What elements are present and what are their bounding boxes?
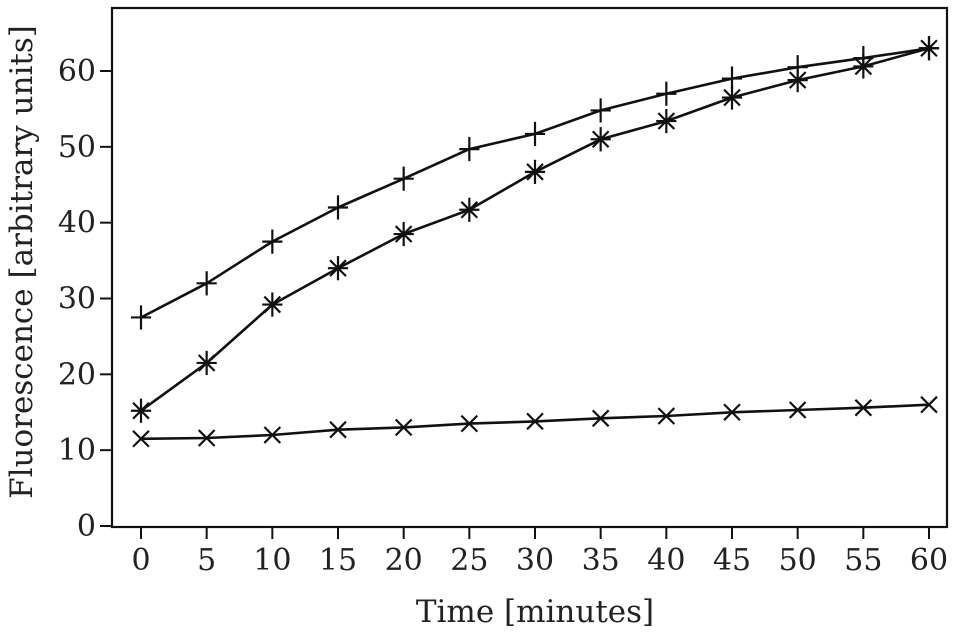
x-tick-label: 60 [910,543,948,578]
x-tick-label: 40 [647,543,685,578]
y-tick-label: 60 [58,54,96,89]
x-tick-label: 55 [844,543,882,578]
data-point-cross [329,420,347,439]
x-tick-label: 45 [713,543,751,578]
data-point-cross [788,401,807,419]
y-tick-label: 40 [58,206,96,241]
x-tick-label: 25 [450,543,488,578]
x-tick-label: 0 [131,543,150,578]
series-line [140,47,930,412]
y-tick-label: 30 [58,282,96,317]
data-point-plus [393,166,414,191]
data-point-plus [327,195,349,220]
data-point-asterisk [590,127,611,152]
x-tick-label: 5 [197,543,216,578]
data-point-cross [263,426,282,444]
x-axis-title: Time [minutes] [416,594,654,630]
data-point-asterisk [262,292,283,317]
data-point-cross [460,414,479,433]
data-point-plus [130,305,152,330]
y-tick-label: 50 [58,130,96,165]
data-point-cross [854,398,873,417]
data-point-asterisk [721,85,743,110]
data-point-asterisk [393,221,414,247]
series-layer [130,36,940,448]
data-point-plus [524,121,546,147]
data-point-cross [394,418,413,437]
x-tick-label: 10 [253,543,291,578]
series-asterisk [130,36,940,423]
data-point-plus [656,81,677,106]
data-point-plus [590,98,611,123]
data-point-plus [262,229,283,254]
x-tick-label: 35 [582,543,620,578]
y-tick-label: 10 [58,433,96,468]
plot-frame [110,6,949,529]
data-point-asterisk [327,256,349,281]
x-axis: 0 5 10 15 20 25 30 35 40 45 50 55 60 [131,527,948,578]
data-point-asterisk [787,67,808,93]
y-tick-label: 20 [58,357,96,392]
y-tick-label: 0 [77,509,96,544]
x-tick-label: 20 [385,543,423,578]
data-point-asterisk [853,54,874,79]
data-point-cross [132,430,150,448]
x-tick-label: 15 [319,543,357,578]
data-point-asterisk [918,36,940,61]
x-tick-label: 30 [516,543,554,578]
data-point-plus [196,271,217,296]
y-axis: 0 10 20 30 40 50 60 [58,54,112,544]
y-axis-title: Fluorescence [arbitrary units] [4,25,40,499]
data-point-asterisk [656,108,677,134]
data-point-cross [526,412,544,431]
data-point-asterisk [459,197,480,222]
data-point-cross [723,403,741,422]
data-point-cross [657,407,676,425]
data-point-asterisk [524,159,546,184]
data-point-cross [197,429,216,447]
data-point-cross [591,409,610,428]
x-tick-label: 50 [779,543,817,578]
data-point-asterisk [196,350,217,376]
data-point-asterisk [130,398,152,423]
data-point-cross [920,395,938,414]
series-cross [132,395,938,448]
data-point-plus [459,137,480,162]
